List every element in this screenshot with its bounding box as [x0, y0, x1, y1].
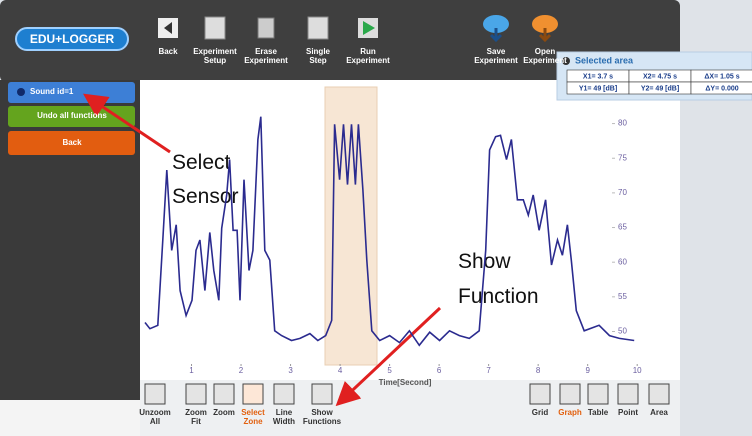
view-icon[interactable]	[587, 383, 609, 405]
side-panel	[0, 80, 140, 400]
tool-label[interactable]: Zoom Fit	[185, 408, 207, 426]
y-tick-label: 80	[618, 119, 627, 128]
y-tick-label: 55	[618, 292, 627, 301]
arrow	[83, 93, 171, 154]
x-tick-label: 5	[387, 366, 392, 375]
annotation: Select Sensor	[172, 151, 239, 208]
y-tick-label: 75	[618, 153, 627, 162]
y-tick-label: 70	[618, 188, 627, 197]
tool-icon[interactable]	[242, 383, 264, 405]
logo	[15, 27, 129, 51]
side-button-label: Back	[62, 138, 82, 147]
tool-label[interactable]: Show Functions	[303, 408, 342, 426]
tool-label[interactable]: Line Width	[273, 408, 295, 426]
toolbar-button-label[interactable]: Open Experiment	[523, 47, 567, 65]
view-icon[interactable]	[648, 383, 670, 405]
selected-area-title: Selected area	[575, 55, 634, 65]
tool-label[interactable]: Select Zone	[241, 408, 265, 426]
table-cell-text: ΔY= 0.000	[705, 85, 738, 92]
y-tick-label: 50	[618, 327, 627, 336]
view-icon[interactable]	[617, 383, 639, 405]
x-tick-label: 3	[288, 366, 293, 375]
x-tick-label: 8	[536, 366, 541, 375]
toolbar-button-label[interactable]: Save Experiment	[474, 47, 518, 65]
arrow	[335, 306, 442, 407]
tool-icon[interactable]	[213, 383, 235, 405]
x-tick-label: 7	[486, 366, 491, 375]
x-tick-label: 2	[239, 366, 244, 375]
view-label[interactable]: Point	[618, 408, 638, 417]
side-footer	[0, 400, 140, 436]
table-cell-text: X2= 4.75 s	[643, 73, 677, 80]
x-tick-label: 1	[189, 366, 194, 375]
x-tick-label: 10	[633, 366, 642, 375]
back-button[interactable]	[8, 131, 135, 155]
tool-label[interactable]: Zoom	[213, 408, 235, 417]
y-tick-label: 60	[618, 257, 627, 266]
table-cell-text: Y2= 49 [dB]	[641, 85, 679, 92]
view-label[interactable]: Graph	[558, 408, 582, 417]
view-icon[interactable]	[559, 383, 581, 405]
toolbar-button-label[interactable]: Experiment Setup	[193, 47, 237, 65]
tool-icon[interactable]	[273, 383, 295, 405]
side-button-label: Undo all functions	[37, 111, 107, 120]
toolbar-button-label[interactable]: Run Experiment	[346, 47, 390, 65]
view-label[interactable]: Area	[650, 408, 668, 417]
y-tick-label: 65	[618, 223, 627, 232]
view-icon[interactable]	[529, 383, 551, 405]
toolbar-button-label[interactable]: Erase Experiment	[244, 47, 288, 65]
table-cell-text: Y1= 49 [dB]	[579, 85, 617, 92]
table-cell	[690, 81, 752, 95]
x-tick-label: 6	[437, 366, 442, 375]
table-cell-text: ΔX= 1.05 s	[704, 73, 739, 80]
toolbar-button-label[interactable]: Single Step	[306, 47, 331, 65]
x-tick-label: 4	[338, 366, 343, 375]
toolbar-icons	[158, 15, 558, 43]
x-tick-label: 9	[585, 366, 590, 375]
logo-text: EDU+LOGGER	[30, 32, 115, 46]
tool-icon[interactable]	[144, 383, 166, 405]
plot-area	[140, 80, 680, 380]
tool-icon[interactable]	[185, 383, 207, 405]
table-cell-text: X1= 3.7 s	[583, 73, 613, 80]
tool-icon[interactable]	[311, 383, 333, 405]
x-axis-label: Time[Second]	[379, 378, 432, 387]
view-label[interactable]: Table	[588, 408, 609, 417]
sound-line	[144, 116, 635, 347]
tool-label[interactable]: Unzoom All	[139, 408, 171, 426]
side-button-label: Sound id=1	[30, 87, 74, 96]
toolbar-button-label[interactable]: Back	[158, 47, 178, 56]
view-label[interactable]: Grid	[532, 408, 549, 417]
